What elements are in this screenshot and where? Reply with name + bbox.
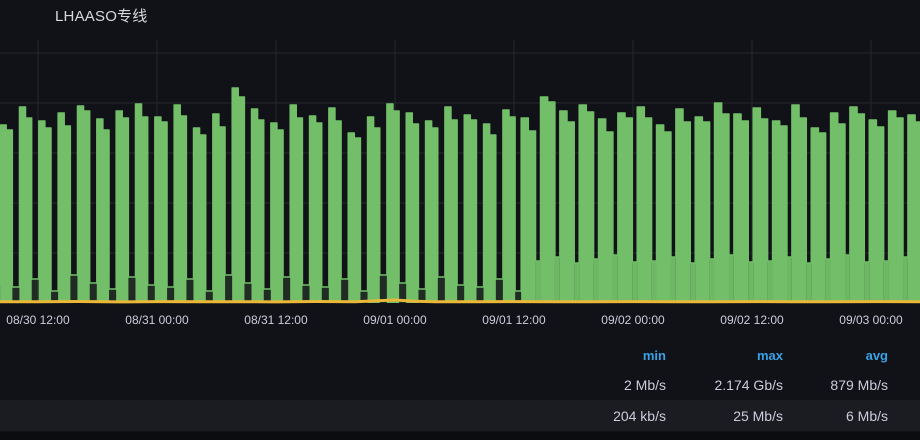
panel-title[interactable]: LHAASO专线 <box>55 8 148 25</box>
series-1-line <box>0 87 920 292</box>
series-1-spike <box>637 107 652 303</box>
legend-stat-avg: 879 Mb/s <box>830 376 888 393</box>
series-1-spike <box>444 107 458 303</box>
series-1-spike <box>116 111 129 303</box>
series-1-dense-fill <box>632 262 638 303</box>
series-1-dense-fill <box>690 263 696 303</box>
series-1-spike <box>869 120 884 303</box>
series-1-dense-fill <box>864 262 870 303</box>
series-1-spike <box>367 117 380 303</box>
legend-stat-avg: 6 Mb/s <box>845 407 888 424</box>
series-1-spike <box>154 117 168 303</box>
panel-header: LHAASO专线 <box>0 0 920 30</box>
series-1-spike <box>174 105 187 303</box>
series-1-spike <box>656 125 671 303</box>
series-1-dense-fill <box>574 263 580 303</box>
series-2-line <box>0 298 920 304</box>
series-1-dense-fill <box>845 255 850 303</box>
series-1-dense-fill <box>651 261 657 303</box>
series-1-spike <box>579 105 594 303</box>
series-1-dense-fill <box>709 259 715 303</box>
series-1-dense-fill <box>554 257 560 303</box>
series-1-spike <box>96 119 110 303</box>
legend-header-avg[interactable]: avg <box>865 348 888 363</box>
series-1-spike <box>251 109 264 303</box>
series-1-dense-fill <box>612 255 618 303</box>
series-1-dense-fill <box>825 259 831 303</box>
chart-svg[interactable] <box>0 0 920 312</box>
series-1-spike <box>386 104 400 303</box>
legend-row: 204 kb/s 25 Mb/s 6 Mb/s <box>0 400 920 431</box>
series-1-dense-fill <box>748 262 754 303</box>
series-1-spike <box>270 123 284 303</box>
legend-stat-min: 204 kb/s <box>613 407 666 424</box>
series-1-spike <box>290 105 303 303</box>
x-tick-label: 09/01 00:00 <box>363 313 427 327</box>
series-1-spike <box>406 113 419 303</box>
series-1-spike <box>232 88 245 303</box>
x-tick-label: 08/30 12:00 <box>6 313 70 327</box>
series-1-dense-fill <box>535 261 541 303</box>
series-1-spike <box>559 111 575 303</box>
series-1-dense-fill <box>593 259 599 303</box>
x-tick-label: 09/01 12:00 <box>482 313 546 327</box>
series-1-spike <box>695 117 710 303</box>
legend-header-min[interactable]: min <box>642 348 666 363</box>
series-1-spike <box>617 113 633 303</box>
series-1-spike <box>888 111 904 303</box>
series-1-spike <box>19 107 32 303</box>
series-1-spike <box>483 124 496 303</box>
series-1-spike <box>791 105 807 303</box>
series-1-spike <box>598 119 613 303</box>
series-1-spike <box>425 121 438 303</box>
series-1-spike <box>193 128 206 303</box>
series-1-spike <box>348 133 361 303</box>
series-1-spike <box>907 115 920 303</box>
series-1-spike <box>58 113 71 303</box>
series-1-spike <box>521 118 536 303</box>
x-tick-label: 09/02 00:00 <box>601 313 665 327</box>
series-1-dense-fill <box>728 255 734 303</box>
series-1-spike <box>811 128 826 303</box>
series-1-spike <box>772 121 787 303</box>
series-1-dense-fill <box>903 257 908 303</box>
series-1-spike <box>830 113 846 303</box>
legend-stat-max: 2.174 Gb/s <box>714 376 784 393</box>
series-1-spike <box>540 97 555 303</box>
series-1-spike <box>849 107 865 303</box>
x-tick-label: 09/02 12:00 <box>720 313 784 327</box>
legend-stat-min: 2 Mb/s <box>623 376 666 393</box>
series-1-spike <box>309 116 322 303</box>
x-tick-label: 08/31 00:00 <box>125 313 189 327</box>
legend-row: 2 Mb/s 2.174 Gb/s 879 Mb/s <box>0 369 920 400</box>
legend-header-row: min max avg <box>0 342 920 369</box>
x-axis: 08/30 12:00 08/31 00:00 08/31 12:00 09/01 0… <box>0 313 920 331</box>
panel-gap <box>0 432 920 440</box>
series-1-spike <box>0 125 13 303</box>
series-1-spike <box>502 110 516 303</box>
series-1-spike <box>733 114 749 303</box>
series-1-dense-fill <box>670 257 676 303</box>
legend-header-max[interactable]: max <box>756 348 783 363</box>
series-1-spike <box>38 121 52 303</box>
x-tick-label: 08/31 12:00 <box>244 313 308 327</box>
series-1-dense-fill <box>786 257 792 303</box>
series-1-dense-fill <box>806 263 812 303</box>
series-1-spike <box>753 108 768 303</box>
series-1-spike <box>675 109 691 303</box>
series-1-spike <box>714 103 729 303</box>
series-1-spike <box>212 114 226 303</box>
series-1-spike <box>135 104 148 303</box>
x-tick-label: 09/03 00:00 <box>839 313 903 327</box>
series-1-spike <box>328 108 342 303</box>
series-1-spike <box>464 115 477 303</box>
series-1-dense-fill <box>883 261 889 303</box>
series-1-spike <box>77 106 90 303</box>
legend-stat-max: 25 Mb/s <box>733 407 783 424</box>
series-1-dense-fill <box>767 261 773 303</box>
legend: min max avg 2 Mb/s 2.174 Gb/s 879 Mb/s 204 kb/… <box>0 342 920 431</box>
